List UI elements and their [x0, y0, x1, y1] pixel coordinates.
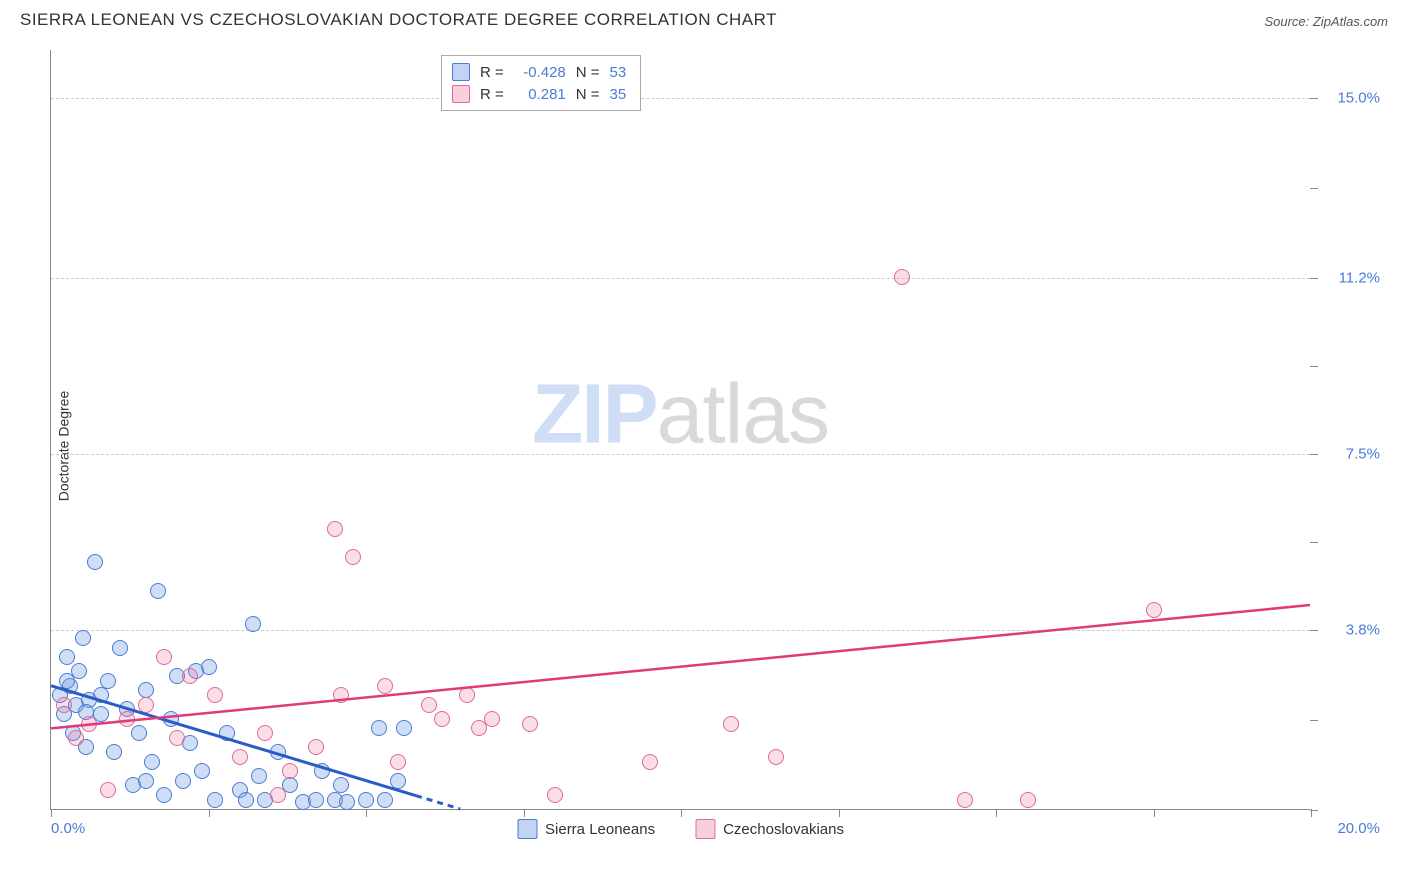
stats-n-label: N = [576, 64, 600, 81]
x-tick [1154, 809, 1155, 817]
y-tick [1310, 366, 1318, 367]
bottom-legend: Sierra Leoneans Czechoslovakians [517, 819, 844, 839]
y-tick [1310, 278, 1318, 279]
regression-lines [51, 50, 1310, 809]
legend-label-1: Czechoslovakians [723, 821, 844, 838]
stats-swatch-pink [452, 85, 470, 103]
stats-n-value-0: 53 [610, 64, 627, 81]
y-gridlabel: 3.8% [1346, 621, 1380, 638]
chart-container: { "title": "SIERRA LEONEAN VS CZECHOSLOV… [0, 0, 1406, 892]
y-tick [1310, 630, 1318, 631]
x-tick [366, 809, 367, 817]
regression-line-dashed [416, 796, 460, 809]
stats-r-value-1: 0.281 [514, 86, 566, 103]
chart-title: SIERRA LEONEAN VS CZECHOSLOVAKIAN DOCTOR… [20, 10, 777, 30]
y-gridlabel: 15.0% [1337, 89, 1380, 106]
source-attribution: Source: ZipAtlas.com [1264, 14, 1388, 29]
y-tick [1310, 188, 1318, 189]
stats-r-label: R = [480, 86, 504, 103]
x-tick [209, 809, 210, 817]
y-tick [1310, 720, 1318, 721]
x-tick [996, 809, 997, 817]
legend-swatch-blue [517, 819, 537, 839]
stats-swatch-blue [452, 63, 470, 81]
stats-n-value-1: 35 [610, 86, 627, 103]
legend-item-1: Czechoslovakians [695, 819, 844, 839]
stats-r-label: R = [480, 64, 504, 81]
y-tick [1310, 454, 1318, 455]
legend-label-0: Sierra Leoneans [545, 821, 655, 838]
y-tick [1310, 542, 1318, 543]
x-tick [524, 809, 525, 817]
y-gridlabel: 7.5% [1346, 445, 1380, 462]
stats-n-label: N = [576, 86, 600, 103]
stats-row-series-0: R = -0.428 N = 53 [452, 61, 626, 83]
plot-area: ZIPatlas 3.8%7.5%11.2%15.0% R = -0.428 N… [50, 50, 1310, 810]
x-axis-label-min: 0.0% [51, 820, 85, 837]
stats-row-series-1: R = 0.281 N = 35 [452, 83, 626, 105]
regression-line [51, 605, 1310, 728]
stats-box: R = -0.428 N = 53 R = 0.281 N = 35 [441, 55, 641, 111]
x-axis-label-max: 20.0% [1337, 820, 1380, 837]
x-tick [681, 809, 682, 817]
y-gridlabel: 11.2% [1339, 270, 1380, 287]
x-tick [839, 809, 840, 817]
regression-line-solid [51, 686, 416, 796]
y-tick [1310, 98, 1318, 99]
x-tick [1311, 809, 1312, 817]
x-tick [51, 809, 52, 817]
stats-r-value-0: -0.428 [514, 64, 566, 81]
legend-item-0: Sierra Leoneans [517, 819, 655, 839]
legend-swatch-pink [695, 819, 715, 839]
